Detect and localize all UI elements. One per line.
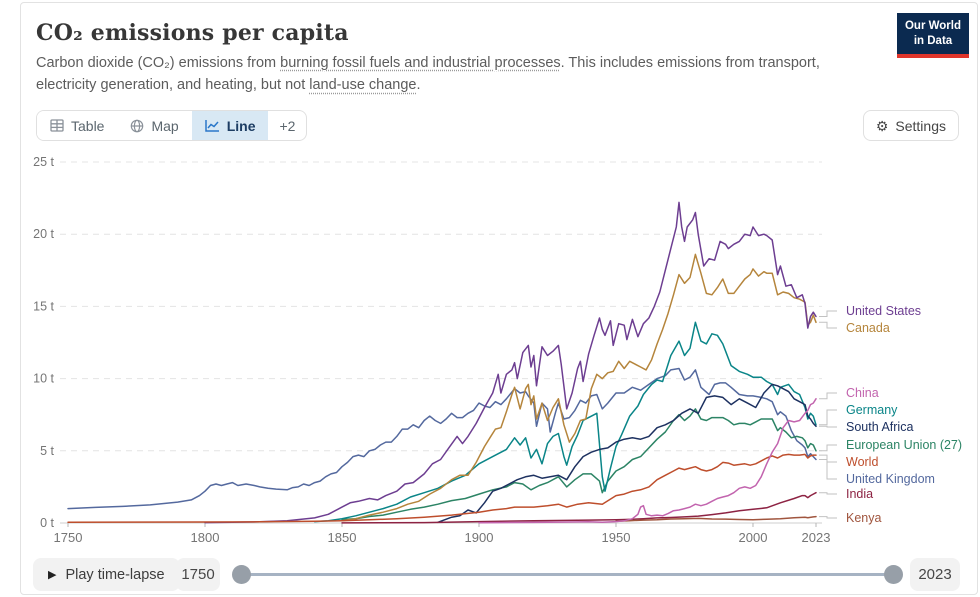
x-axis-tick-label: 1800 — [191, 530, 220, 545]
timeline-start-year[interactable]: 1750 — [176, 558, 220, 591]
series-label-european-union-27-[interactable]: European Union (27) — [846, 438, 962, 452]
tab-label: Table — [71, 117, 105, 134]
series-line-world — [67, 453, 817, 524]
chart-type-tabs: Table Map Line +2 — [36, 110, 308, 141]
y-axis-tick-label: 15 t — [33, 299, 54, 313]
series-label-united-kingdom[interactable]: United Kingdom — [846, 472, 935, 486]
timeline-end-year[interactable]: 2023 — [910, 558, 960, 591]
gear-icon: ⚙ — [875, 117, 889, 134]
series-line-european-union-27- — [341, 408, 817, 521]
series-label-united-states[interactable]: United States — [846, 304, 921, 318]
series-label-connector — [819, 516, 837, 519]
series-label-connector — [819, 492, 837, 495]
tab-table[interactable]: Table — [37, 111, 118, 140]
y-axis-tick-label: 20 t — [33, 227, 54, 241]
y-axis-tick-label: 0 t — [40, 516, 54, 530]
tab-label: Line — [226, 117, 256, 134]
subtitle-text: electricity generation, and heating, but… — [36, 77, 310, 94]
series-line-south-africa — [437, 383, 817, 524]
series-line-kenya — [615, 515, 817, 523]
series-label-connector — [819, 444, 837, 452]
series-label-connector — [819, 425, 837, 428]
series-line-china — [478, 398, 817, 524]
series-line-canada — [341, 253, 817, 522]
series-label-connector — [819, 409, 837, 426]
tab-line[interactable]: Line — [191, 111, 269, 140]
settings-button[interactable]: ⚙ Settings — [862, 110, 959, 141]
series-label-china[interactable]: China — [846, 386, 879, 400]
x-axis-tick-label: 1750 — [54, 530, 83, 545]
play-timelapse-button[interactable]: ▶ Play time-lapse — [33, 558, 180, 591]
x-axis-tick-label: 1850 — [328, 530, 357, 545]
series-label-canada[interactable]: Canada — [846, 321, 890, 335]
x-axis-tick-label: 2000 — [739, 530, 768, 545]
series-label-connector — [819, 310, 837, 317]
series-label-germany[interactable]: Germany — [846, 403, 898, 417]
subtitle-link-land-use[interactable]: land-use change — [309, 77, 417, 94]
x-axis-tick-label: 2023 — [802, 530, 831, 545]
timeline-start-handle[interactable] — [232, 565, 251, 584]
line-chart-svg: 0 t 5 t 10 t 15 t 20 t 25 t 1750 1800 1850 1900 19… — [33, 155, 962, 545]
play-icon: ▶ — [48, 569, 57, 581]
table-icon — [50, 119, 64, 132]
series-line-united-states — [204, 201, 817, 524]
series-label-connector — [819, 454, 837, 463]
series-line-india — [341, 491, 817, 524]
series-label-world[interactable]: World — [846, 455, 878, 469]
y-axis-tick-label: 25 t — [33, 155, 54, 169]
tab-label: Map — [151, 117, 179, 134]
line-chart-icon — [204, 119, 220, 132]
tab-more[interactable]: +2 — [279, 117, 296, 134]
x-axis-tick-label: 1950 — [602, 530, 631, 545]
page-title: CO₂ emissions per capita — [36, 20, 349, 46]
subtitle-link-fossil-fuels[interactable]: burning fossil fuels and industrial proc… — [280, 55, 561, 71]
subtitle-text: . This includes emissions from transport… — [560, 55, 820, 71]
series-line-united-kingdom — [67, 367, 817, 510]
line-chart: 0 t 5 t 10 t 15 t 20 t 25 t 1750 1800 1850 1900 19… — [0, 150, 980, 557]
globe-icon — [130, 119, 144, 133]
series-label-south-africa[interactable]: South Africa — [846, 420, 913, 434]
subtitle-text: Carbon dioxide (CO₂) emissions from — [36, 55, 281, 71]
series-label-india[interactable]: India — [846, 487, 873, 501]
owid-logo-text: Our World in Data — [897, 13, 969, 54]
chart-card — [20, 2, 978, 595]
timeline-controls: ▶ Play time-lapse 1750 2023 — [0, 557, 980, 593]
play-label: Play time-lapse — [65, 566, 165, 583]
series-line-germany — [313, 321, 817, 523]
y-axis-tick-label: 10 t — [33, 372, 54, 386]
tab-map[interactable]: Map — [117, 111, 192, 140]
owid-logo[interactable]: Our World in Data — [897, 13, 969, 58]
series-label-connector — [819, 321, 837, 329]
owid-logo-redbar — [897, 53, 969, 58]
chart-subtitle: Carbon dioxide (CO₂) emissions from burn… — [36, 52, 860, 97]
series-label-connector — [819, 392, 837, 400]
timeline-slider-track[interactable] — [241, 573, 893, 576]
settings-label: Settings — [895, 117, 946, 134]
series-label-kenya[interactable]: Kenya — [846, 511, 881, 525]
series-label-connector — [819, 459, 837, 480]
x-axis-tick-label: 1900 — [465, 530, 494, 545]
timeline-end-handle[interactable] — [884, 565, 903, 584]
subtitle-text: . — [416, 77, 421, 94]
y-axis-tick-label: 5 t — [40, 444, 54, 458]
